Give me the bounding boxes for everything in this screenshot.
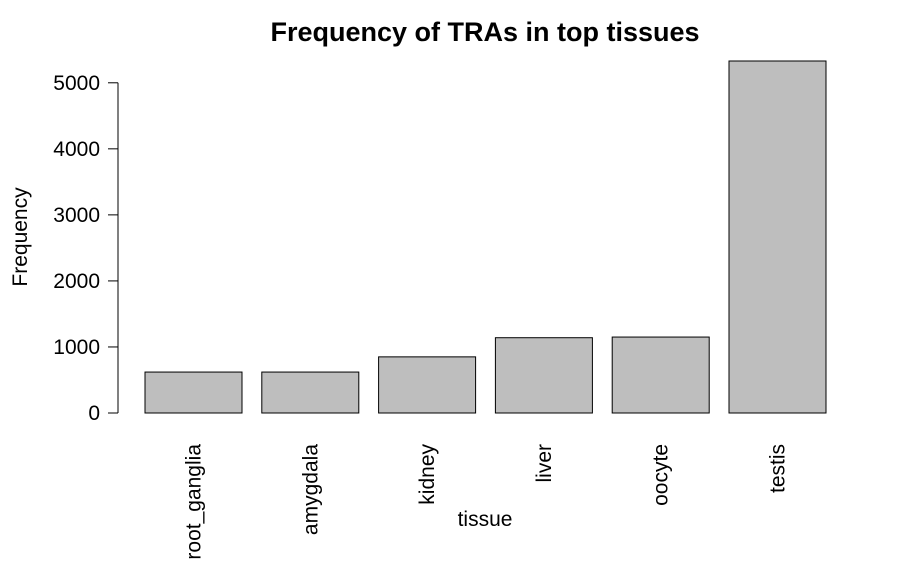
y-tick-label: 0 (88, 402, 100, 425)
y-tick-label: 1000 (53, 336, 100, 359)
y-tick-label: 2000 (53, 270, 100, 293)
x-tick-label: root_ganglia (183, 444, 206, 560)
bar-kidney (378, 356, 477, 414)
bar-liver (494, 337, 593, 414)
x-tick-label: kidney (416, 444, 439, 505)
x-tick-label: liver (533, 444, 556, 483)
bar-amygdala (261, 371, 360, 414)
y-tick-label: 3000 (53, 204, 100, 227)
bar-root_ganglia (144, 371, 243, 414)
x-tick-label: amygdala (299, 444, 322, 535)
x-tick-label: testis (767, 444, 790, 493)
x-axis-label: tissue (458, 508, 513, 531)
bar-testis (728, 60, 827, 414)
chart-title: Frequency of TRAs in top tissues (270, 17, 699, 47)
y-tick-label: 5000 (53, 72, 100, 95)
y-axis: 0 1000 2000 3000 4000 5000 (53, 72, 119, 425)
bars-group (144, 60, 827, 414)
y-tick-label: 4000 (53, 138, 100, 161)
x-tick-label: oocyte (650, 444, 673, 506)
x-tick-labels: root_ganglia amygdala kidney liver oocyte tes… (183, 444, 790, 560)
bar-oocyte (611, 336, 710, 414)
y-axis-label: Frequency (9, 187, 32, 287)
